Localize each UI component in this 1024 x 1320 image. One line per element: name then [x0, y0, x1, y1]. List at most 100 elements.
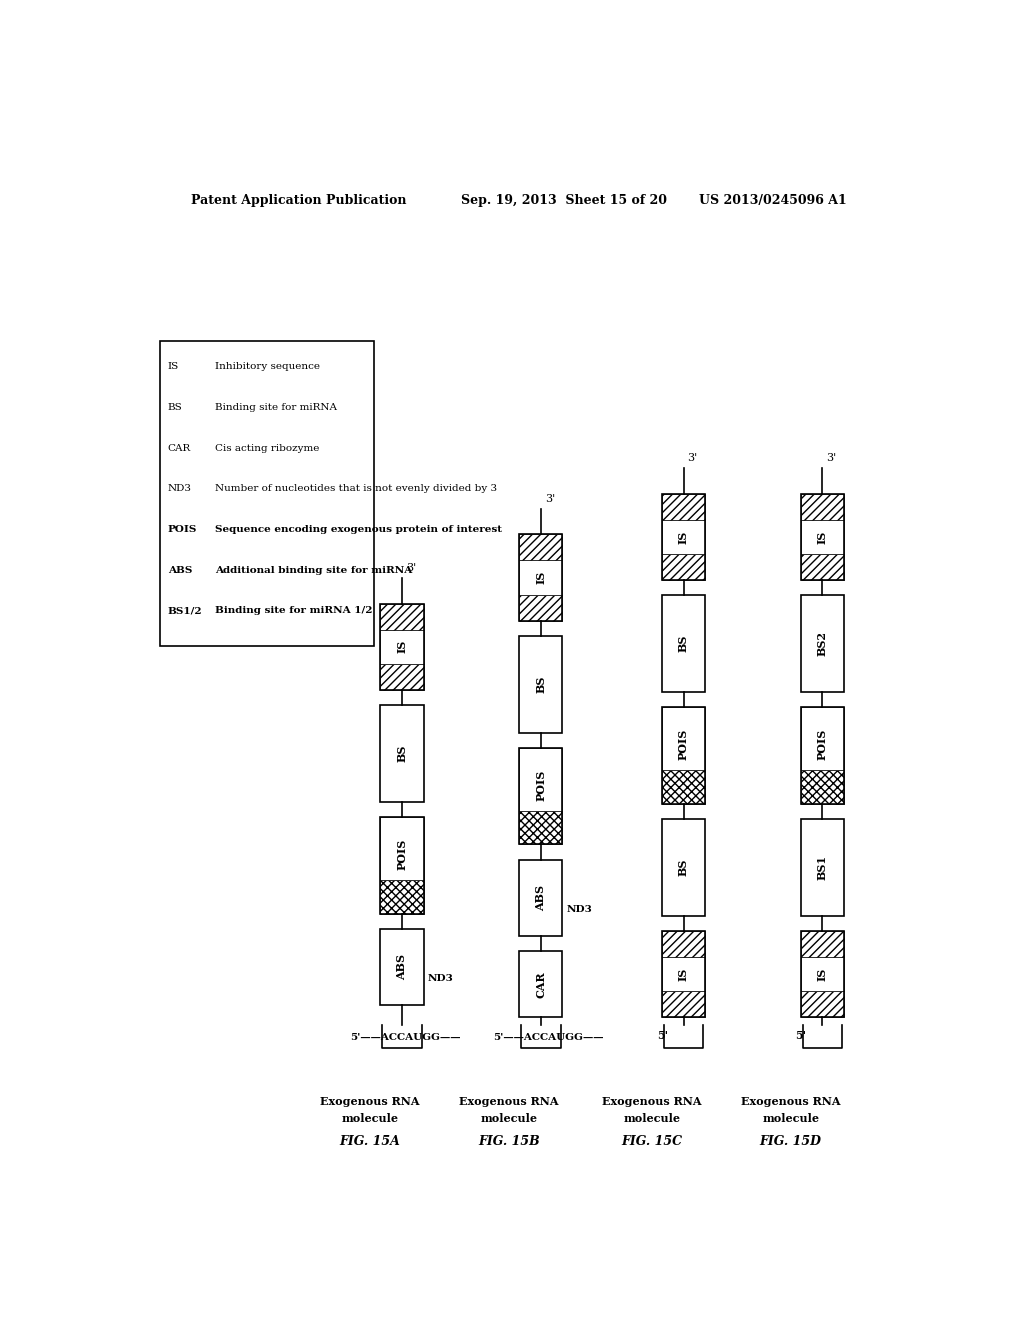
Bar	[801, 770, 844, 804]
Text: BS1: BS1	[817, 855, 827, 880]
Text: Inhibitory sequence: Inhibitory sequence	[215, 362, 321, 371]
Bar	[380, 603, 424, 690]
Text: BS: BS	[678, 635, 689, 652]
Text: BS: BS	[678, 858, 689, 876]
Bar	[662, 554, 706, 581]
Bar	[801, 554, 844, 581]
Text: Sep. 19, 2013  Sheet 15 of 20: Sep. 19, 2013 Sheet 15 of 20	[461, 194, 668, 207]
Bar	[801, 957, 844, 991]
Bar	[160, 342, 374, 647]
Text: ND3: ND3	[428, 974, 454, 983]
Bar	[519, 952, 562, 1018]
Bar	[519, 748, 562, 845]
Text: 3': 3'	[545, 494, 555, 504]
Text: 3': 3'	[406, 564, 416, 573]
Bar	[380, 664, 424, 690]
Text: FIG. 15C: FIG. 15C	[622, 1135, 682, 1148]
Text: 3': 3'	[826, 453, 837, 463]
Text: Patent Application Publication: Patent Application Publication	[191, 194, 407, 207]
Text: ABS: ABS	[396, 954, 408, 979]
Text: US 2013/0245096 A1: US 2013/0245096 A1	[699, 194, 847, 207]
Text: molecule: molecule	[624, 1113, 680, 1125]
Text: BS: BS	[396, 744, 408, 762]
Text: IS: IS	[817, 968, 827, 981]
Text: BS: BS	[536, 676, 546, 693]
Text: Number of nucleotides that is not evenly divided by 3: Number of nucleotides that is not evenly…	[215, 484, 498, 494]
Text: ND3: ND3	[168, 484, 191, 494]
Text: Sequence encoding exogenous protein of interest: Sequence encoding exogenous protein of i…	[215, 525, 503, 533]
Text: Exogenous RNA: Exogenous RNA	[741, 1096, 841, 1107]
Text: 5': 5'	[656, 1030, 668, 1041]
Text: FIG. 15A: FIG. 15A	[340, 1135, 400, 1148]
Bar	[519, 535, 562, 620]
Bar	[801, 931, 844, 957]
Bar	[380, 630, 424, 664]
Text: POIS: POIS	[678, 729, 689, 760]
Bar	[801, 931, 844, 1018]
Text: BS2: BS2	[817, 631, 827, 656]
Bar	[380, 929, 424, 1005]
Bar	[801, 595, 844, 692]
Bar	[380, 817, 424, 913]
Bar	[662, 957, 706, 991]
Bar	[801, 494, 844, 581]
Text: Exogenous RNA: Exogenous RNA	[321, 1096, 420, 1107]
Text: FIG. 15D: FIG. 15D	[760, 1135, 821, 1148]
Text: POIS: POIS	[536, 770, 546, 800]
Bar	[662, 494, 706, 520]
Bar	[380, 603, 424, 630]
Bar	[662, 991, 706, 1018]
Text: ABS: ABS	[536, 884, 546, 911]
Bar	[519, 595, 562, 620]
Bar	[662, 708, 706, 804]
Text: IS: IS	[396, 640, 408, 653]
Bar	[662, 818, 706, 916]
Text: Cis acting ribozyme: Cis acting ribozyme	[215, 444, 319, 453]
Text: 5'——ACCAUGG——: 5'——ACCAUGG——	[350, 1034, 461, 1041]
Text: Exogenous RNA: Exogenous RNA	[459, 1096, 559, 1107]
Text: ND3: ND3	[566, 904, 592, 913]
Text: Exogenous RNA: Exogenous RNA	[602, 1096, 701, 1107]
Bar	[801, 520, 844, 554]
Bar	[519, 561, 562, 595]
Bar	[380, 817, 424, 880]
Bar	[380, 880, 424, 913]
Bar	[801, 708, 844, 804]
Bar	[662, 931, 706, 1018]
Bar	[801, 818, 844, 916]
Text: CAR: CAR	[536, 972, 546, 998]
Text: Binding site for miRNA 1/2: Binding site for miRNA 1/2	[215, 606, 373, 615]
Text: IS: IS	[168, 362, 179, 371]
Text: FIG. 15B: FIG. 15B	[478, 1135, 540, 1148]
Bar	[519, 636, 562, 733]
Text: molecule: molecule	[762, 1113, 819, 1125]
Bar	[801, 708, 844, 770]
Bar	[662, 494, 706, 581]
Text: 5'——ACCAUGG——: 5'——ACCAUGG——	[494, 1034, 603, 1041]
Bar	[662, 770, 706, 804]
Bar	[662, 520, 706, 554]
Bar	[662, 931, 706, 957]
Bar	[662, 595, 706, 692]
Text: IS: IS	[536, 572, 546, 585]
Text: 3': 3'	[687, 453, 697, 463]
Text: BS1/2: BS1/2	[168, 606, 203, 615]
Bar	[519, 535, 562, 561]
Text: Additional binding site for miRNA: Additional binding site for miRNA	[215, 565, 413, 574]
Text: IS: IS	[817, 531, 827, 544]
Text: CAR: CAR	[168, 444, 190, 453]
Text: 5': 5'	[796, 1030, 807, 1041]
Bar	[519, 859, 562, 936]
Text: POIS: POIS	[396, 838, 408, 870]
Bar	[662, 708, 706, 770]
Bar	[519, 810, 562, 845]
Text: molecule: molecule	[342, 1113, 398, 1125]
Bar	[380, 705, 424, 801]
Text: IS: IS	[678, 968, 689, 981]
Text: Binding site for miRNA: Binding site for miRNA	[215, 403, 337, 412]
Text: BS: BS	[168, 403, 182, 412]
Text: ABS: ABS	[168, 565, 193, 574]
Text: molecule: molecule	[480, 1113, 538, 1125]
Text: POIS: POIS	[168, 525, 197, 533]
Bar	[801, 494, 844, 520]
